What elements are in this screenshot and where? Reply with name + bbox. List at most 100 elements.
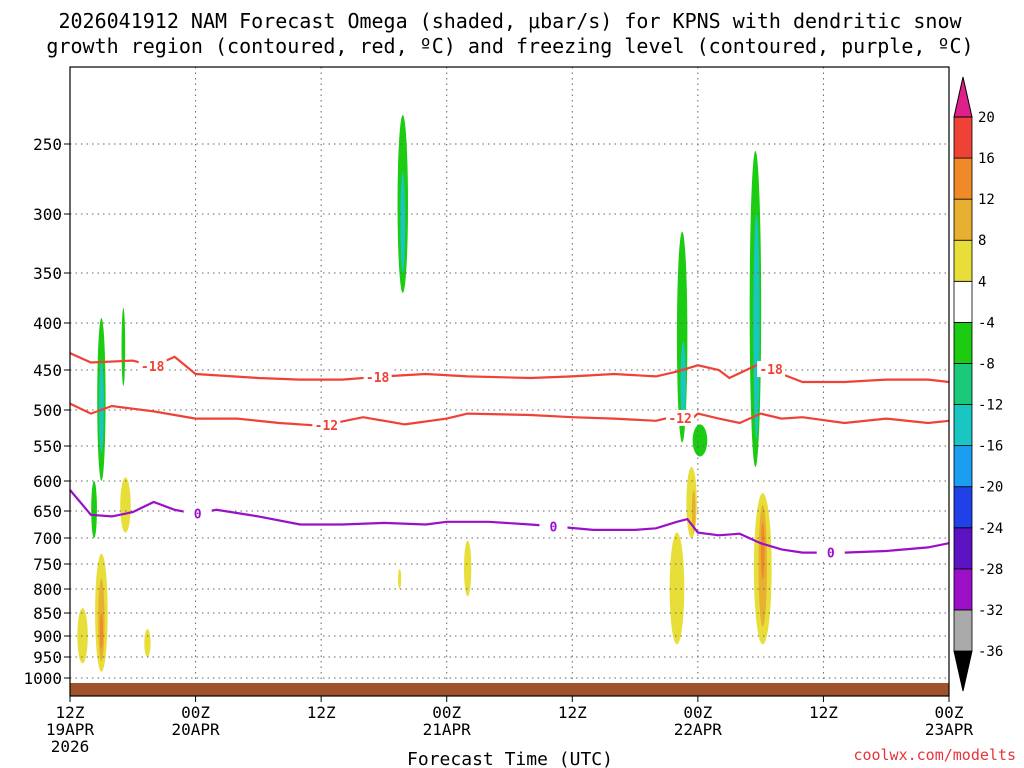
- x-tick-label: 21APR: [423, 720, 472, 739]
- x-tick-label: 00Z: [683, 703, 712, 722]
- colorbar-swatch: [953, 198, 973, 241]
- pressure-axis: 250 300 350 400 450 500 550 600 650 700 750 800 850 9…: [23, 135, 70, 688]
- colorbar-level-label: -28: [978, 562, 1003, 578]
- colorbar-level-label: -4: [978, 315, 995, 331]
- y-tick-label: 450: [33, 361, 62, 380]
- y-tick-label: 650: [33, 502, 62, 521]
- y-tick-label: 700: [33, 529, 62, 548]
- x-tick-label: 22APR: [674, 720, 723, 739]
- y-tick-label: 950: [33, 648, 62, 667]
- colorbar-swatch: [953, 609, 973, 652]
- colorbar-level-label: -36: [978, 644, 1003, 660]
- x-tick-label: 23APR: [925, 720, 974, 739]
- x-tick-label: 00Z: [181, 703, 210, 722]
- colorbar-swatch: [953, 321, 973, 364]
- omega-cell: [753, 214, 760, 439]
- contour-label-bg: [816, 544, 845, 561]
- contour-label: 0: [827, 547, 835, 562]
- contour-line: [69, 352, 950, 384]
- contour-label-bg: [312, 416, 341, 433]
- y-tick-label: 800: [33, 580, 62, 599]
- colorbar-level-label: -32: [978, 603, 1003, 619]
- omega-cell: [692, 424, 708, 457]
- contour-label: -12: [315, 419, 338, 434]
- contour-label-bg: [539, 518, 568, 535]
- colorbar-level-label: 4: [978, 274, 986, 290]
- colorbar-level-label: -12: [978, 398, 1003, 414]
- y-tick-label: 850: [33, 604, 62, 623]
- omega-cell: [669, 532, 685, 645]
- colorbar-level-label: 20: [978, 110, 995, 126]
- chart-gridlines: [70, 67, 949, 696]
- y-tick-label: 300: [33, 205, 62, 224]
- contour-line: [69, 402, 950, 427]
- chart-title-line-1: 2026041912 NAM Forecast Omega (shaded, μ…: [58, 9, 962, 33]
- contour-label: 0: [550, 520, 558, 535]
- contour-label: -12: [668, 412, 691, 427]
- y-tick-label: 500: [33, 401, 62, 420]
- omega-cell: [760, 521, 765, 580]
- contour-label-bg: [757, 361, 786, 378]
- contour-label: -18: [141, 360, 165, 375]
- y-tick-label: 1000: [23, 669, 62, 688]
- x-tick-label: 00Z: [935, 703, 964, 722]
- colorbar-swatch: [953, 527, 973, 570]
- source-credit: coolwx.com/modelts: [853, 746, 1016, 764]
- x-tick-label: 00Z: [432, 703, 461, 722]
- x-tick-label: 19APR: [46, 720, 95, 739]
- omega-cell: [463, 540, 472, 597]
- colorbar-level-label: -24: [978, 521, 1003, 537]
- chart-title-line-2: growth region (contoured, red, ºC) and f…: [46, 34, 973, 58]
- colorbar-level-label: -20: [978, 480, 1003, 496]
- colorbar-low-arrow: [953, 650, 973, 692]
- contour-label: 0: [194, 507, 202, 522]
- colorbar-swatch: [953, 486, 973, 529]
- colorbar-level-label: 12: [978, 192, 995, 208]
- plot-frame: [69, 66, 950, 697]
- colorbar-swatch: [953, 568, 973, 611]
- omega-cell: [121, 308, 126, 386]
- colorbar-level-label: 16: [978, 151, 995, 167]
- y-tick-label: 750: [33, 555, 62, 574]
- omega-cell: [120, 477, 131, 533]
- omega-cell: [144, 629, 151, 657]
- omega-shading: [77, 115, 772, 672]
- colorbar-level-label: 8: [978, 233, 986, 249]
- contour-label: -18: [366, 371, 390, 386]
- omega-cell: [99, 360, 104, 453]
- omega-cell: [691, 490, 696, 533]
- colorbar-high-arrow: [953, 76, 973, 118]
- x-tick-label: 12Z: [558, 703, 587, 722]
- y-tick-label: 550: [33, 437, 62, 456]
- colorbar-level-label: -16: [978, 439, 1003, 455]
- y-tick-label: 350: [33, 264, 62, 283]
- colorbar-swatch: [953, 445, 973, 488]
- colorbar-swatch: [953, 239, 973, 282]
- omega-colorbar: -36 -32 -28 -24 -20 -16 -12 -8 -4 4 8 12 16 20: [953, 76, 1003, 692]
- y-tick-label: 600: [33, 472, 62, 491]
- x-axis-title: Forecast Time (UTC): [407, 749, 613, 768]
- contour-label-bg: [183, 505, 212, 522]
- omega-cell: [398, 569, 402, 589]
- colorbar-level-label: -8: [978, 356, 995, 372]
- y-tick-label: 400: [33, 314, 62, 333]
- ground-surface-band: [70, 683, 949, 696]
- omega-cell: [91, 481, 97, 538]
- contour-label-bg: [363, 368, 392, 385]
- colorbar-swatch: [953, 404, 973, 447]
- contour-label-bg: [138, 357, 167, 374]
- y-tick-label: 900: [33, 627, 62, 646]
- colorbar-swatch: [953, 363, 973, 405]
- omega-cell: [77, 608, 88, 664]
- colorbar-swatch: [953, 116, 973, 159]
- contour-label-bg: [666, 409, 695, 426]
- x-tick-label: 12Z: [56, 703, 85, 722]
- colorbar-swatch: [953, 157, 973, 200]
- x-tick-label: 12Z: [307, 703, 336, 722]
- x-tick-label: 12Z: [809, 703, 838, 722]
- x-tick-label: 20APR: [171, 720, 220, 739]
- contour-label: -18: [759, 363, 783, 378]
- omega-cell: [400, 172, 406, 273]
